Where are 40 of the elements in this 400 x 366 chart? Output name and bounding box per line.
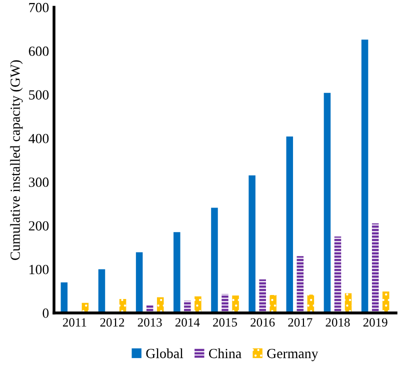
x-tick-label: 2019 [363,318,388,327]
bar [372,223,379,313]
bar [248,175,256,313]
bar [222,294,228,313]
y-axis-title: Cumulative installed capacity (GW) [10,60,23,260]
x-tick-label: 2018 [326,318,350,327]
bar [174,232,180,313]
bar [136,252,143,313]
bar [382,292,390,313]
y-tick-label: 700 [29,2,49,12]
x-tick-label: 2013 [138,318,162,327]
x-tick-label: 2016 [250,318,275,327]
x-tick-label: 2015 [213,318,238,327]
y-tick-label: 100 [30,264,49,274]
bar [232,295,239,313]
x-tick-label: 2017 [288,318,312,327]
bar [270,295,276,313]
y-tick-label: 0 [42,308,49,318]
legend-label: Germany [267,348,318,362]
legend-label: Global [146,348,184,358]
bar [211,208,218,313]
bar [324,92,331,313]
bar [286,136,294,313]
x-tick-label: 2011 [62,318,86,327]
y-tick-label: 400 [28,134,49,144]
bar [334,236,342,313]
y-tick-label: 600 [28,46,49,56]
bar [361,40,368,313]
bar [259,279,266,313]
y-tick-label: 500 [29,90,49,100]
legend-label: China [208,348,242,358]
bar [296,256,304,313]
bar [60,282,68,313]
x-tick-label: 2012 [100,318,124,327]
bar [98,269,106,313]
y-tick-label: 300 [28,178,49,187]
x-tick-label: 2014 [175,318,200,327]
bar [194,296,202,313]
bar [184,300,191,313]
y-tick-label: 200 [28,221,49,231]
